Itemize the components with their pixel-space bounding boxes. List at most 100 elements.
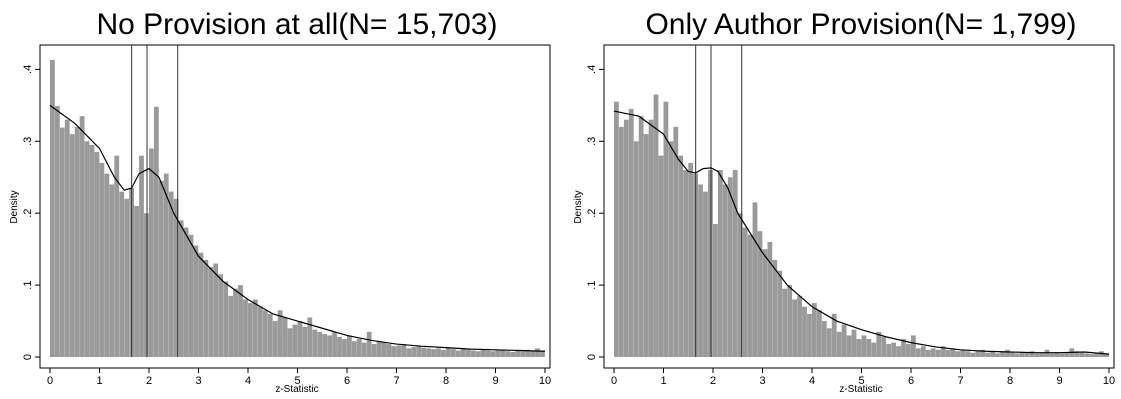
x-tick-label: 7	[957, 375, 963, 387]
y-tick-label: .3	[22, 137, 34, 146]
histogram-bar	[732, 170, 738, 357]
histogram-bar	[307, 317, 313, 357]
histogram-bar	[406, 348, 412, 357]
histogram-bar	[188, 234, 194, 357]
histogram-bar	[1019, 351, 1025, 357]
histogram-bar	[722, 184, 728, 357]
histogram-bar	[717, 170, 723, 357]
histogram-bar	[797, 295, 802, 357]
histogram-bar	[401, 344, 407, 357]
histogram-bar	[465, 349, 471, 357]
histogram-bar	[663, 101, 669, 358]
histogram-bar	[168, 191, 174, 357]
histogram-bar	[1054, 351, 1060, 357]
histogram-bar	[1059, 353, 1065, 357]
histogram-bar	[673, 126, 679, 358]
histogram-bar	[955, 351, 961, 357]
histogram-bar	[802, 306, 807, 357]
chart-panel-no-provision: No Provision at all(N= 15,703) Density z…	[0, 0, 560, 399]
y-tick-label: .1	[586, 281, 598, 290]
histogram-bar	[638, 116, 644, 358]
histogram-bar	[376, 341, 382, 357]
histogram-bar	[1074, 351, 1080, 357]
y-axis-label: Density	[573, 190, 584, 223]
x-tick-label: 5	[294, 375, 300, 387]
histogram-bar	[698, 184, 703, 357]
histogram-bar	[807, 313, 812, 357]
x-tick-label: 8	[443, 375, 449, 387]
histogram-bar	[752, 202, 758, 357]
histogram-bar	[1039, 352, 1045, 357]
histogram-bar	[678, 155, 684, 357]
histogram-bar	[183, 227, 189, 357]
histogram-bar	[371, 344, 377, 357]
histogram-bar	[1000, 351, 1005, 357]
histogram-bar	[69, 134, 75, 357]
histogram-bar	[416, 346, 422, 357]
histogram-bar	[618, 126, 624, 358]
histogram-bar	[460, 348, 466, 357]
histogram-bar	[248, 303, 253, 357]
histogram-bar	[1049, 353, 1055, 357]
x-axis-label: z-Statistic	[839, 384, 882, 395]
histogram-bar	[658, 155, 664, 357]
x-tick-label: 0	[611, 375, 617, 387]
histogram-bar	[871, 342, 877, 357]
histogram-bar	[228, 295, 233, 357]
histogram-bar	[257, 306, 263, 357]
histogram-bar	[302, 326, 308, 357]
histogram-bar	[337, 336, 342, 357]
histogram-bar	[144, 213, 149, 357]
histogram-bar	[757, 231, 763, 357]
histogram-bar	[386, 344, 392, 357]
plot-frame	[603, 44, 1115, 369]
histogram-bar	[995, 353, 1000, 357]
histogram-bar	[178, 220, 184, 357]
histogram-bar	[1005, 349, 1010, 357]
histogram-bar	[836, 331, 842, 357]
histogram-bar	[787, 285, 793, 357]
histogram-bar	[480, 349, 486, 357]
histogram-bar	[628, 108, 634, 358]
histogram-bar	[213, 263, 219, 357]
histogram-bar	[777, 270, 783, 357]
histogram-bar	[287, 328, 293, 357]
density-curve	[49, 104, 546, 352]
histogram-bar	[960, 349, 966, 357]
histogram-bar	[683, 170, 689, 357]
histogram-bar	[421, 347, 427, 357]
histogram-bar	[876, 331, 882, 357]
histogram-bar	[495, 349, 501, 357]
histogram-bar	[831, 313, 837, 357]
histogram-bar	[505, 351, 511, 357]
x-tick-label: 3	[759, 375, 765, 387]
histogram-bar	[940, 346, 946, 357]
histogram-bar	[54, 106, 60, 357]
histogram-bar	[238, 285, 243, 357]
histogram-bar	[881, 336, 887, 357]
histogram-bar	[411, 346, 417, 357]
histogram-bar	[173, 198, 179, 357]
histogram-bar	[149, 148, 154, 357]
histogram-bar	[515, 350, 521, 357]
histogram-bar	[223, 281, 229, 357]
histogram-bar	[812, 303, 817, 357]
histogram-bar	[614, 101, 619, 358]
histogram-bar	[312, 329, 318, 357]
x-tick-label: 3	[195, 375, 201, 387]
histogram-bar	[64, 119, 70, 358]
y-tick-label: 0	[22, 354, 34, 360]
histogram-bar	[267, 313, 273, 357]
histogram-bar	[277, 310, 283, 357]
histogram-bar	[322, 333, 328, 357]
histogram-bar	[366, 331, 372, 357]
histogram-bar	[124, 198, 130, 357]
histogram-bar	[139, 155, 144, 357]
histogram-bar	[930, 348, 936, 357]
histogram-bar	[727, 177, 733, 357]
x-tick-label: 10	[1103, 375, 1115, 387]
histogram-bar	[708, 170, 713, 357]
histogram-bar	[272, 321, 278, 357]
histogram-bar	[851, 329, 857, 357]
histogram-bar	[540, 350, 545, 357]
